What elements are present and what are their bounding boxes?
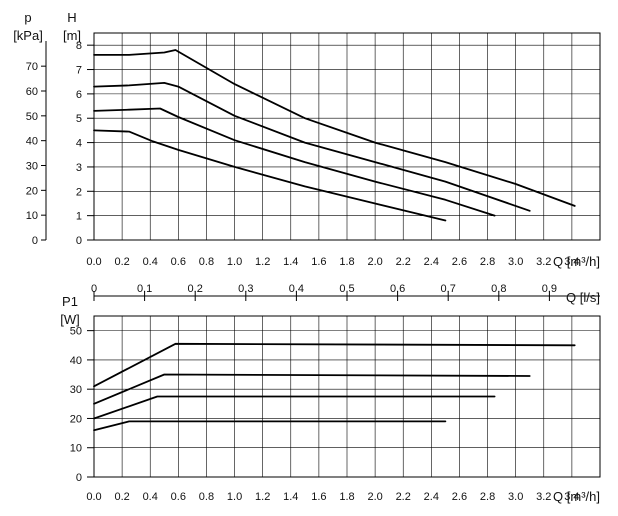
bottom-x-tick-label: 3.4 xyxy=(564,491,579,503)
ls-tick-label: 0.1 xyxy=(137,283,152,295)
ls-tick-label: 0.4 xyxy=(289,283,304,295)
head-curve-1 xyxy=(93,129,447,222)
p1-tick-label: 50 xyxy=(70,326,82,338)
h-tick-label: 6 xyxy=(76,89,82,101)
ls-tick-label: 0.3 xyxy=(238,283,253,295)
p1-tick-label: 20 xyxy=(70,413,82,425)
ls-tick-label: 0.6 xyxy=(390,283,405,295)
bottom-x-tick-label: 2.0 xyxy=(367,491,382,503)
top-x-tick-label: 1.0 xyxy=(227,256,242,268)
bottom-x-tick-label: 3.0 xyxy=(508,491,523,503)
bottom-x-tick-label: 2.2 xyxy=(396,491,411,503)
top-x-tick-label: 1.6 xyxy=(311,256,326,268)
h-tick-label: 4 xyxy=(76,138,82,150)
p-tick-label: 0 xyxy=(32,235,38,247)
bottom-x-tick-label: 0.8 xyxy=(199,491,214,503)
h-tick-label: 7 xyxy=(76,65,82,77)
power-curve-1 xyxy=(93,420,447,432)
top-x-tick-label: 2.2 xyxy=(396,256,411,268)
top-x-tick-label: 0.6 xyxy=(171,256,186,268)
bottom-x-tick-label: 1.0 xyxy=(227,491,242,503)
ls-tick-label: 0.9 xyxy=(542,283,557,295)
power-chart: 0.0 0.2 0.4 0.6 0.8 1.0 1.2 1.4 1.6 1.8 2.0 2.2 2.4 2… xyxy=(60,294,601,504)
h-tick-label: 3 xyxy=(76,162,82,174)
bottom-x-tick-label: 0.0 xyxy=(86,491,101,503)
top-x-tick-label: 1.8 xyxy=(339,256,354,268)
flow-ls-axis: 0 0.1 0.2 0.3 0.4 0.5 0.6 0.7 0.8 0.9 Q [l/s] xyxy=(91,283,600,305)
p-tick-label: 10 xyxy=(26,210,38,222)
bottom-x-tick-label: 3.2 xyxy=(536,491,551,503)
head-curve-4 xyxy=(93,49,576,207)
top-x-tick-label: 3.2 xyxy=(536,256,551,268)
ls-tick-label: 0 xyxy=(91,283,97,295)
h-tick-label: 0 xyxy=(76,235,82,247)
bottom-x-tick-label: 2.4 xyxy=(424,491,439,503)
bottom-x-tick-label: 1.2 xyxy=(255,491,270,503)
top-x-tick-label: 3.4 xyxy=(564,256,579,268)
top-x-tick-label: 2.6 xyxy=(452,256,467,268)
bottom-x-tick-label: 0.4 xyxy=(143,491,158,503)
head-curve-3 xyxy=(93,82,531,212)
p-axis-label: p xyxy=(24,10,31,25)
power-curve-3 xyxy=(93,373,531,405)
p1-tick-label: 30 xyxy=(70,384,82,396)
p-tick-label: 30 xyxy=(26,161,38,173)
p-axis-unit: [kPa] xyxy=(13,28,43,43)
ls-tick-label: 0.2 xyxy=(188,283,203,295)
p-tick-label: 60 xyxy=(26,86,38,98)
top-x-tick-label: 1.2 xyxy=(255,256,270,268)
p1-tick-label: 40 xyxy=(70,355,82,367)
bottom-x-tick-label: 0.6 xyxy=(171,491,186,503)
ls-axis-label: Q [l/s] xyxy=(566,290,600,305)
h-tick-label: 5 xyxy=(76,113,82,125)
bottom-x-tick-label: 1.8 xyxy=(339,491,354,503)
top-x-tick-label: 0.2 xyxy=(114,256,129,268)
ls-tick-label: 0.5 xyxy=(339,283,354,295)
bottom-x-axis-label: Q [m³/h] xyxy=(553,489,600,504)
bottom-x-tick-label: 2.6 xyxy=(452,491,467,503)
top-x-tick-label: 0.8 xyxy=(199,256,214,268)
top-x-axis-label: Q [m³/h] xyxy=(553,254,600,269)
power-curve-4 xyxy=(93,342,576,388)
top-x-tick-label: 0.0 xyxy=(86,256,101,268)
h-tick-label: 1 xyxy=(76,211,82,223)
h-tick-label: 8 xyxy=(76,40,82,52)
top-x-tick-label: 2.0 xyxy=(367,256,382,268)
bottom-x-tick-label: 1.6 xyxy=(311,491,326,503)
top-x-tick-label: 0.4 xyxy=(143,256,158,268)
head-pressure-chart: 0.0 0.2 0.4 0.6 0.8 1.0 1.2 1.4 1.6 1.8 2.0 2.2 2.4 2… xyxy=(13,10,601,269)
head-curve-2 xyxy=(93,107,496,217)
top-x-tick-label: 3.0 xyxy=(508,256,523,268)
h-axis-unit: [m] xyxy=(63,28,81,43)
ls-tick-label: 0.7 xyxy=(441,283,456,295)
p-tick-label: 70 xyxy=(26,61,38,73)
bottom-x-tick-label: 1.4 xyxy=(283,491,298,503)
h-tick-label: 2 xyxy=(76,186,82,198)
bottom-x-tick-label: 0.2 xyxy=(114,491,129,503)
p1-axis-unit: [W] xyxy=(60,312,80,327)
h-axis-label: H xyxy=(67,10,76,25)
power-curve-2 xyxy=(93,395,496,420)
top-x-tick-label: 2.8 xyxy=(480,256,495,268)
p1-tick-label: 0 xyxy=(76,472,82,484)
p-tick-label: 50 xyxy=(26,111,38,123)
top-x-tick-label: 1.4 xyxy=(283,256,298,268)
top-x-tick-label: 2.4 xyxy=(424,256,439,268)
p-tick-label: 20 xyxy=(26,185,38,197)
p1-tick-label: 10 xyxy=(70,443,82,455)
bottom-x-tick-label: 2.8 xyxy=(480,491,495,503)
p1-axis-label: P1 xyxy=(62,294,78,309)
p-tick-label: 40 xyxy=(26,136,38,148)
ls-tick-label: 0.8 xyxy=(491,283,506,295)
